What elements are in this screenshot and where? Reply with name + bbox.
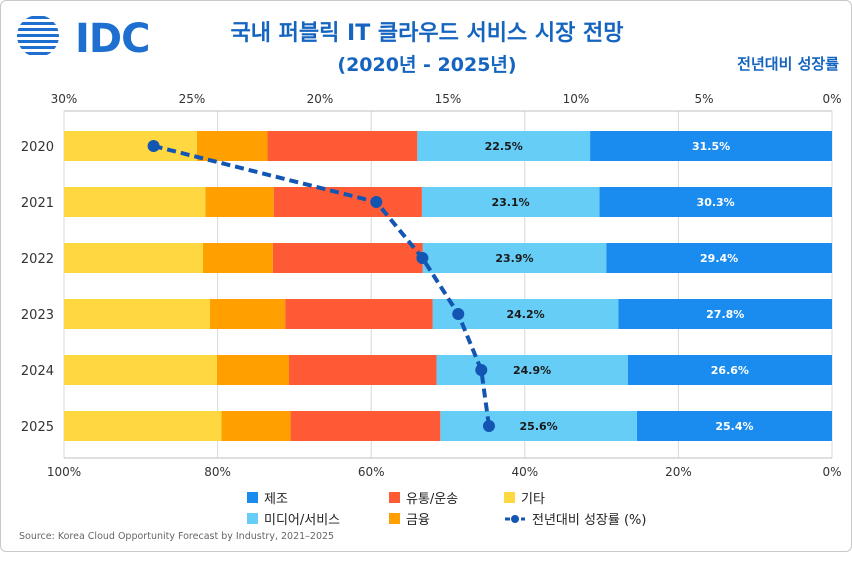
- bar-segment: [273, 187, 422, 217]
- data-label: 23.1%: [492, 196, 530, 209]
- bar-segment: [290, 411, 441, 441]
- growth-rate-point: [370, 196, 383, 208]
- legend-item: 금융: [389, 509, 430, 528]
- bottom-axis-tick-label: 0%: [822, 465, 841, 479]
- source-note: Source: Korea Cloud Opportunity Forecast…: [19, 531, 335, 542]
- legend-label: 미디어/서비스: [264, 513, 341, 528]
- globe-icon: [17, 16, 59, 55]
- bar-segment: [64, 355, 217, 385]
- bottom-axis-tick-label: 100%: [47, 465, 81, 479]
- bar-segment: [64, 411, 222, 441]
- top-axis-tick-label: 10%: [563, 92, 590, 106]
- data-label: 29.4%: [700, 252, 738, 265]
- category-label: 2023: [21, 308, 54, 323]
- bar-segment: [618, 299, 832, 329]
- bar-segment: [627, 355, 832, 385]
- growth-axis-title: 전년대비 성장률: [737, 55, 839, 73]
- legend-label: 제조: [264, 492, 288, 507]
- bar-segment: [636, 411, 832, 441]
- bar-segment: [203, 243, 273, 273]
- growth-rate-point: [452, 308, 465, 320]
- legend-swatch: [389, 513, 400, 524]
- top-axis-tick-label: 5%: [694, 92, 713, 106]
- idc-logo: IDC: [15, 13, 155, 59]
- legend-line-marker: [505, 514, 525, 523]
- growth-rate-point: [475, 364, 488, 376]
- legend-label: 유통/운송: [406, 492, 459, 507]
- bar-segment: [440, 411, 637, 441]
- legend-item: 유통/운송: [389, 488, 458, 507]
- bar-segment: [221, 411, 291, 441]
- chart-plot: 30% 25% 20% 15% 10% 5% 0% 100% 80% 60% 40% 20% 0% 202…: [21, 92, 842, 479]
- legend-item: 제조: [247, 488, 288, 507]
- data-label: 25.4%: [715, 420, 753, 433]
- bar-segment: [64, 131, 197, 161]
- bottom-axis-tick-label: 80%: [204, 465, 231, 479]
- data-label: 24.9%: [513, 364, 551, 377]
- data-label: 27.8%: [706, 308, 744, 321]
- bar-segment: [285, 299, 433, 329]
- bar-segment: [421, 187, 600, 217]
- growth-rate-point: [482, 420, 495, 432]
- bar-segment: [422, 243, 607, 273]
- legend-label: 금융: [406, 513, 430, 528]
- growth-rate-point: [416, 252, 429, 264]
- bar-segment: [64, 299, 210, 329]
- logo-text: IDC: [75, 16, 150, 62]
- top-axis-tick-label: 30%: [51, 92, 78, 106]
- growth-rate-line: [153, 144, 491, 427]
- chart-title: 국내 퍼블릭 IT 클라우드 서비스 시장 전망: [230, 21, 624, 46]
- category-label: 2022: [21, 252, 54, 267]
- bottom-axis-tick-label: 40%: [511, 465, 538, 479]
- top-axis-tick-label: 25%: [179, 92, 206, 106]
- data-label: 31.5%: [692, 140, 730, 153]
- bar-segment: [590, 131, 832, 161]
- legend-swatch: [504, 492, 515, 503]
- legend-item: 기타: [504, 488, 545, 507]
- bar-segment: [64, 243, 204, 273]
- bar-segment: [606, 243, 832, 273]
- bar-segment: [272, 243, 423, 273]
- bar-segment: [196, 131, 268, 161]
- top-axis-tick-label: 15%: [435, 92, 462, 106]
- category-label: 2021: [21, 196, 54, 211]
- data-label: 30.3%: [697, 196, 735, 209]
- bar-segment: [417, 131, 591, 161]
- legend-label: 기타: [521, 492, 545, 507]
- legend-label: 전년대비 성장률 (%): [532, 513, 647, 528]
- legend-swatch: [389, 492, 400, 503]
- bar-segment: [205, 187, 274, 217]
- growth-rate-point: [147, 140, 160, 152]
- category-label: 2024: [21, 364, 54, 379]
- bar-segment: [209, 299, 286, 329]
- bar-segment: [436, 355, 628, 385]
- bottom-axis-tick-label: 20%: [665, 465, 692, 479]
- data-label: 26.6%: [711, 364, 749, 377]
- chart-frame: IDC 국내 퍼블릭 IT 클라우드 서비스 시장 전망 (2020년 - 20…: [0, 0, 852, 552]
- bar-segment: [289, 355, 437, 385]
- bar-segment: [599, 187, 832, 217]
- chart-subtitle: (2020년 - 2025년): [337, 54, 517, 76]
- bar-segment: [267, 131, 418, 161]
- top-axis-tick-label: 0%: [822, 92, 841, 106]
- legend-item: 전년대비 성장률 (%): [504, 509, 646, 528]
- legend-item: 미디어/서비스: [247, 509, 340, 528]
- top-axis-tick-label: 20%: [307, 92, 334, 106]
- data-label: 25.6%: [520, 420, 558, 433]
- data-label: 23.9%: [495, 252, 533, 265]
- category-label: 2020: [21, 140, 54, 155]
- legend-swatch: [247, 492, 258, 503]
- bar-segment: [216, 355, 290, 385]
- data-label: 22.5%: [485, 140, 523, 153]
- data-label: 24.2%: [506, 308, 544, 321]
- legend-swatch: [247, 513, 258, 524]
- bottom-axis-tick-label: 60%: [358, 465, 385, 479]
- bar-segment: [64, 187, 206, 217]
- category-label: 2025: [21, 420, 54, 435]
